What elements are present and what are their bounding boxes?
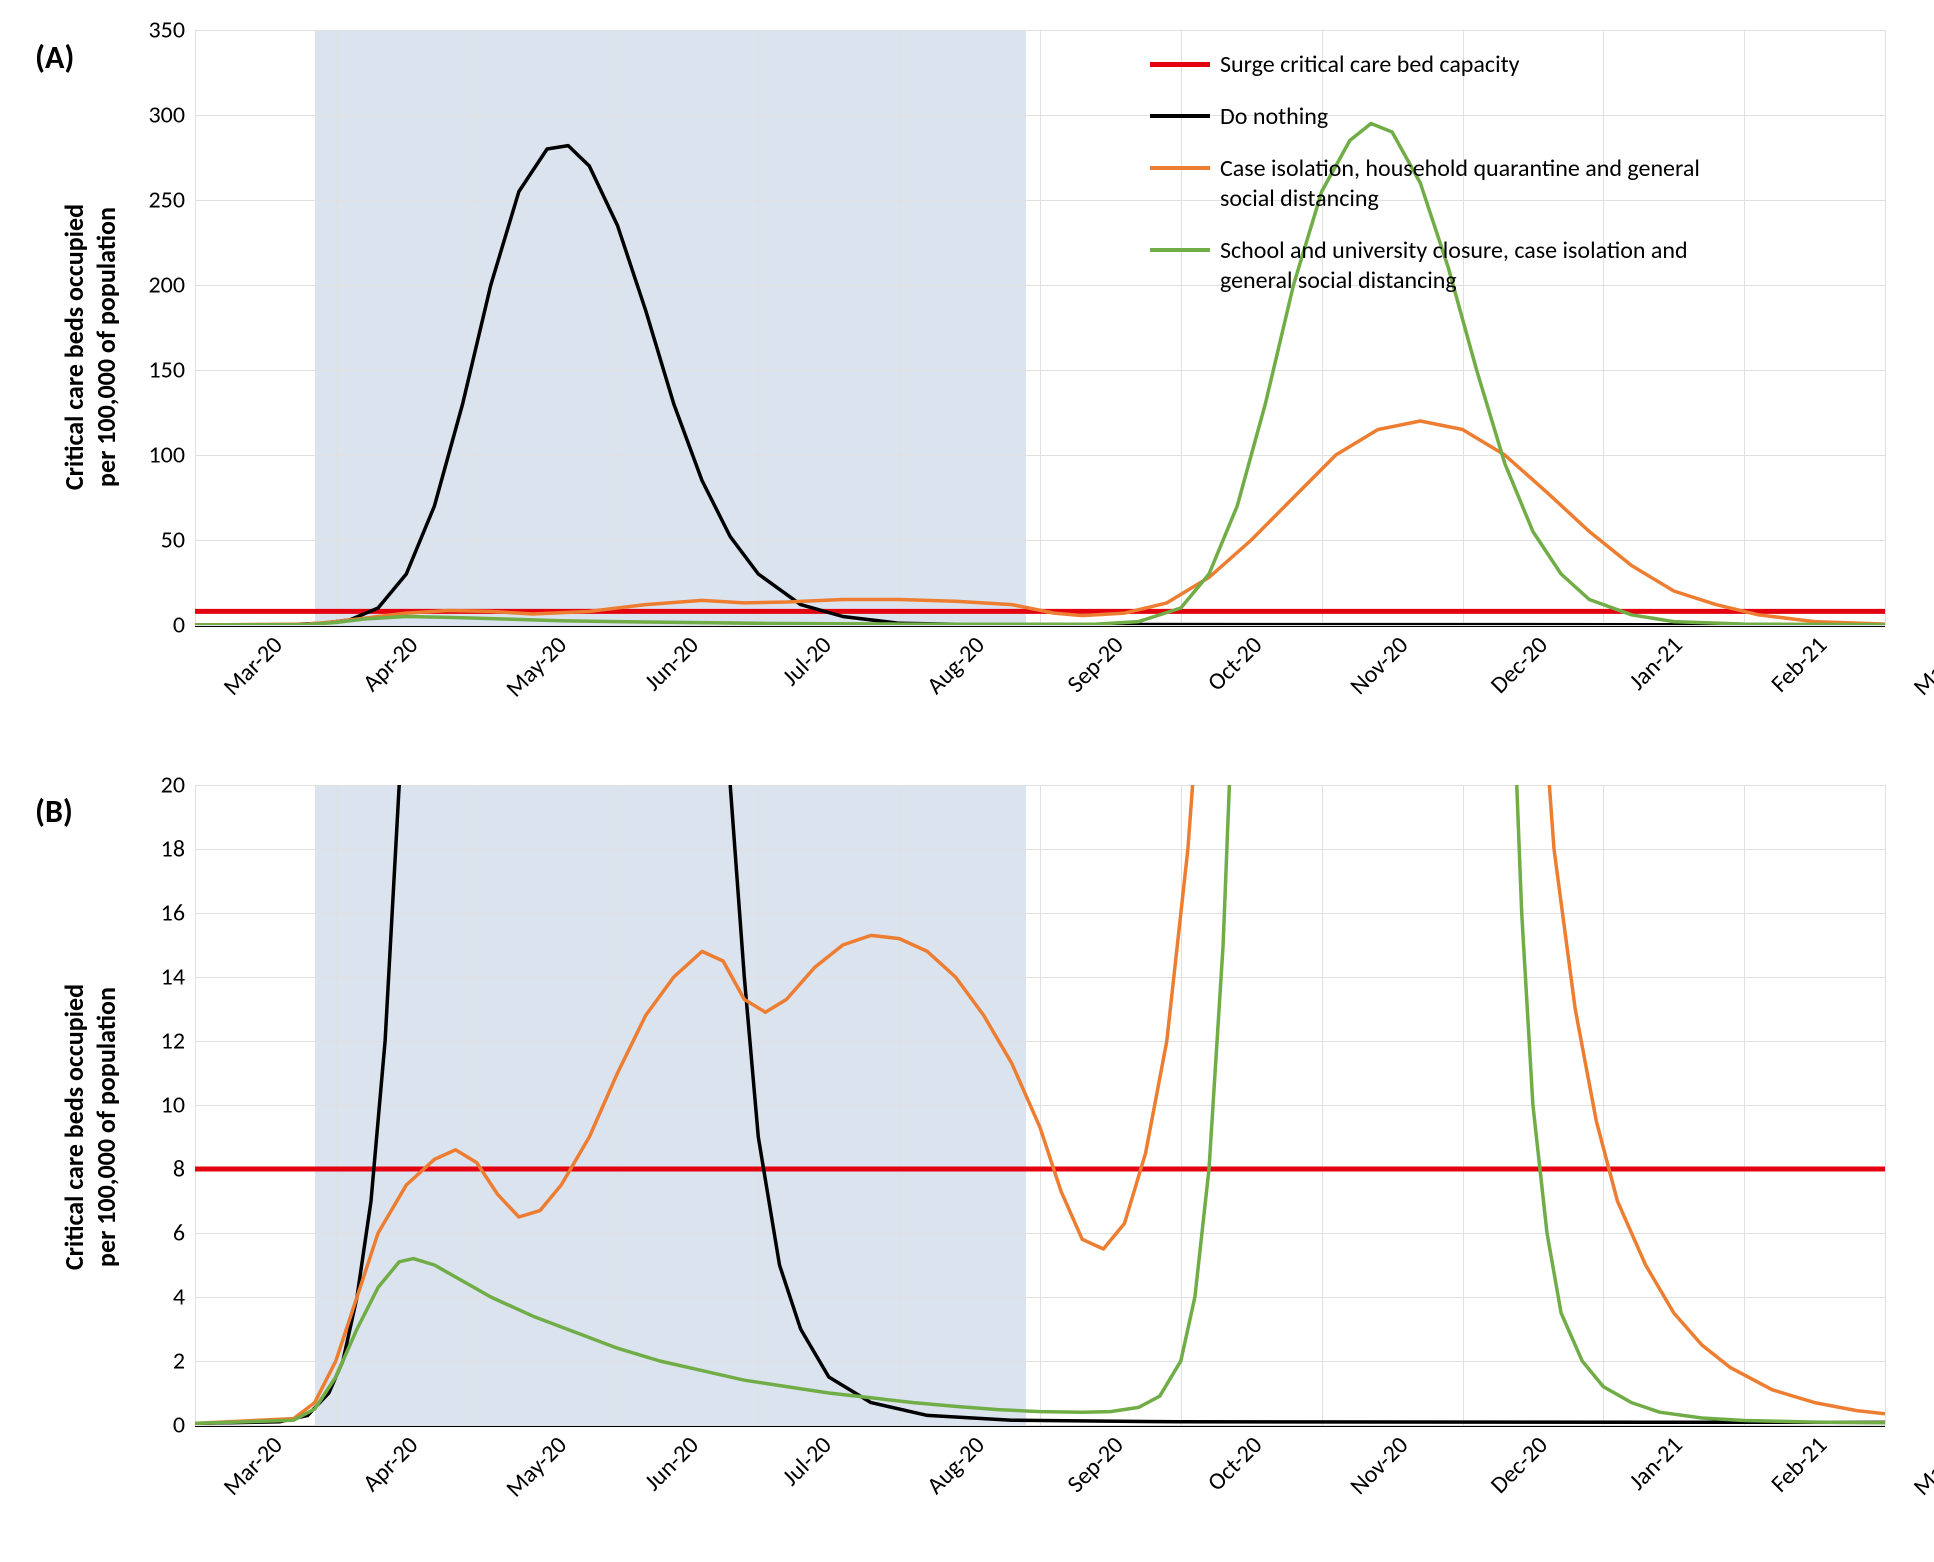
y-tick-label: 100 (149, 441, 196, 470)
series-svg (195, 785, 1885, 1425)
series-case_iso (195, 657, 1885, 1423)
x-tick-label: Sep-20 (1056, 1425, 1130, 1499)
x-tick-label: Aug-20 (916, 1425, 991, 1500)
x-tick-label: Aug-20 (916, 625, 991, 700)
x-tick-label: May-20 (494, 625, 572, 703)
y-tick-label: 50 (161, 526, 195, 555)
legend-swatch (1150, 114, 1210, 118)
y-tick-label: 0 (173, 1411, 195, 1440)
y-tick-label: 4 (173, 1283, 195, 1312)
panel-a-plot: 050100150200250300350Mar-20Apr-20May-20J… (195, 30, 1885, 627)
y-tick-label: 20 (161, 771, 195, 800)
y-tick-label: 8 (173, 1155, 195, 1184)
x-tick-label: Apr-20 (351, 625, 424, 698)
x-tick-label: Jun-20 (632, 625, 704, 697)
x-tick-label: Sep-20 (1056, 625, 1130, 699)
y-tick-label: 6 (173, 1219, 195, 1248)
gridline-h (195, 625, 1885, 626)
y-tick-label: 10 (161, 1091, 195, 1120)
x-tick-label: Jan-21 (1618, 1425, 1689, 1496)
x-tick-label: Jul-20 (771, 625, 838, 692)
x-tick-label: Dec-20 (1479, 625, 1554, 700)
y-tick-label: 200 (149, 271, 196, 300)
figure: (A) Critical care beds occupiedper 100,0… (20, 20, 1914, 1542)
legend-label: School and university closure, case isol… (1220, 236, 1700, 296)
gridline-h (195, 1425, 1885, 1426)
x-tick-label: Oct-20 (1196, 1425, 1268, 1497)
panel-b-ylabel: Critical care beds occupiedper 100,000 o… (58, 927, 122, 1327)
legend-swatch (1150, 248, 1210, 252)
legend-swatch (1150, 166, 1210, 170)
panel-b-label: (B) (35, 792, 73, 831)
x-tick-label: Jun-20 (632, 1425, 704, 1497)
x-tick-label: Nov-20 (1338, 1425, 1414, 1501)
x-tick-label: Feb-21 (1760, 625, 1833, 698)
legend-label: Surge critical care bed capacity (1220, 50, 1519, 80)
legend-entry-case_iso: Case isolation, household quarantine and… (1150, 154, 1700, 214)
panel-a-ylabel: Critical care beds occupiedper 100,000 o… (58, 147, 122, 547)
x-tick-label: Jul-20 (771, 1425, 838, 1492)
y-tick-label: 18 (161, 835, 195, 864)
x-tick-label: Jan-21 (1618, 625, 1689, 696)
legend-entry-capacity: Surge critical care bed capacity (1150, 50, 1700, 80)
legend-label: Do nothing (1220, 102, 1328, 132)
panel-b-plot: 02468101214161820Mar-20Apr-20May-20Jun-2… (195, 785, 1885, 1427)
y-tick-label: 250 (149, 186, 196, 215)
x-tick-label: Mar-20 (212, 1425, 289, 1502)
y-tick-label: 14 (161, 963, 195, 992)
legend: Surge critical care bed capacity Do nothi… (1150, 50, 1700, 318)
x-tick-label: Feb-21 (1760, 1425, 1833, 1498)
x-tick-label: Apr-20 (351, 1425, 424, 1498)
legend-entry-do_nothing: Do nothing (1150, 102, 1700, 132)
gridline-v (1885, 785, 1886, 1425)
x-tick-label: Nov-20 (1338, 625, 1414, 701)
x-tick-label: Mar-21 (1902, 625, 1934, 702)
series-school (195, 657, 1885, 1423)
x-tick-label: Oct-20 (1196, 625, 1268, 697)
panel-a-label: (A) (35, 38, 74, 77)
y-tick-label: 2 (173, 1347, 195, 1376)
gridline-v (1885, 30, 1886, 625)
legend-swatch (1150, 62, 1210, 67)
y-tick-label: 12 (161, 1027, 195, 1056)
legend-label: Case isolation, household quarantine and… (1220, 154, 1700, 214)
y-tick-label: 0 (173, 611, 195, 640)
x-tick-label: Mar-20 (212, 625, 289, 702)
x-tick-label: Dec-20 (1479, 1425, 1554, 1500)
y-tick-label: 150 (149, 356, 196, 385)
legend-entry-school: School and university closure, case isol… (1150, 236, 1700, 296)
y-tick-label: 350 (149, 16, 196, 45)
y-tick-label: 300 (149, 101, 196, 130)
y-tick-label: 16 (161, 899, 195, 928)
x-tick-label: May-20 (494, 1425, 572, 1503)
x-tick-label: Mar-21 (1902, 1425, 1934, 1502)
